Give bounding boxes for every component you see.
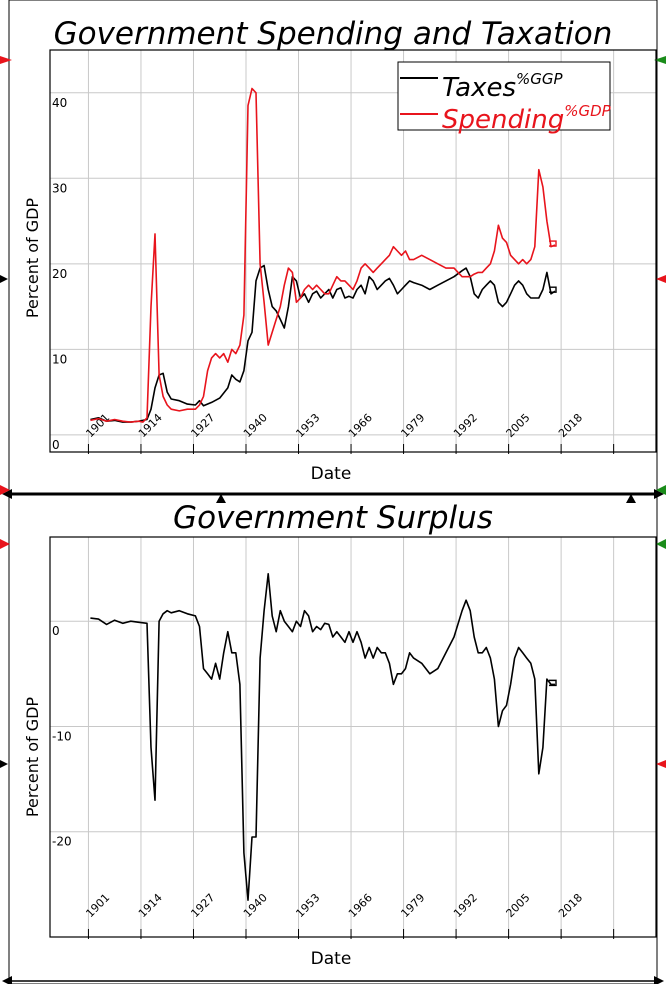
x-tick-label: 1953	[293, 411, 322, 440]
lower-left-black-marker-icon[interactable]	[0, 760, 8, 768]
top-right-green-marker-icon[interactable]	[654, 56, 666, 64]
x-tick-label: 2018	[556, 891, 585, 920]
x-tick-label: 2005	[504, 411, 533, 440]
divider-right-arrow-icon[interactable]	[654, 489, 664, 499]
series-line-surplus	[90, 572, 555, 902]
bottom-panel-frame	[8, 494, 658, 984]
lower-right-green-marker-icon[interactable]	[656, 539, 666, 549]
divider-up-arrow-icon[interactable]	[626, 494, 636, 503]
divider-up-arrow-icon[interactable]	[216, 494, 226, 503]
grid	[50, 537, 656, 937]
x-tick-label: 2018	[556, 411, 585, 440]
series-group	[90, 87, 557, 423]
y-tick-label: 10	[52, 352, 67, 366]
legend-label: Taxes	[442, 73, 516, 103]
x-tick-label: 1979	[398, 411, 427, 440]
y-axis-label: Percent of GDP	[23, 697, 42, 818]
left-black-marker-icon[interactable]	[0, 275, 8, 283]
x-axis-label: Date	[311, 464, 352, 484]
chart-title: Government Spending and Taxation	[54, 16, 613, 52]
y-tick-label: -20	[52, 835, 72, 849]
x-tick-label: 1927	[188, 411, 217, 440]
top-panel-frame	[8, 0, 658, 494]
lower-right-red-marker-icon[interactable]	[656, 760, 666, 768]
x-tick-label: 2005	[504, 891, 533, 920]
x-tick-label: 1966	[346, 411, 375, 440]
x-tick-label: 1914	[136, 891, 165, 920]
y-tick-label: 0	[52, 438, 60, 452]
series-group	[90, 572, 557, 902]
x-tick-label: 1992	[451, 411, 480, 440]
axis-ticks: 1901 1914 1927 1940 1953 1966 1979 1992 2005 2018…	[52, 624, 615, 939]
axis-ticks: 1901 1914 1927 1940 1953 1966 1979 1992 2005 2018…	[52, 96, 615, 454]
right-red-marker-icon[interactable]	[656, 275, 666, 283]
series-end-marker	[549, 240, 557, 247]
y-tick-label: 20	[52, 267, 67, 281]
x-tick-label: 1914	[136, 411, 165, 440]
panel-divider[interactable]	[2, 489, 664, 984]
x-tick-label: 1979	[398, 891, 427, 920]
legend-label: Spending	[442, 105, 564, 135]
x-tick-label: 1992	[451, 891, 480, 920]
series-line-taxes	[90, 264, 556, 423]
x-tick-label: 1901	[83, 891, 112, 920]
legend: Taxes%GGP Spending%GDP	[397, 61, 612, 135]
divider-left-arrow-icon[interactable]	[2, 489, 12, 499]
bottom-right-arrow-icon[interactable]	[654, 976, 664, 984]
legend-superscript: %GGP	[516, 70, 564, 88]
x-axis-label: Date	[311, 949, 352, 969]
legend-item: Taxes%GGP	[442, 70, 564, 103]
resize-markers[interactable]	[0, 56, 666, 768]
mid-right-green-marker-icon[interactable]	[656, 485, 666, 495]
y-tick-label: -10	[52, 729, 72, 743]
x-tick-label: 1901	[83, 411, 112, 440]
y-tick-label: 40	[52, 96, 67, 110]
series-end-marker	[549, 679, 557, 687]
plot-area	[49, 536, 657, 938]
y-axis-label: Percent of GDP	[23, 198, 42, 319]
series-end-marker	[549, 286, 557, 293]
x-tick-label: 1927	[188, 891, 217, 920]
legend-item: Spending%GDP	[442, 102, 612, 135]
lower-left-red-marker-icon[interactable]	[0, 539, 10, 549]
top-left-red-marker-icon[interactable]	[0, 56, 12, 64]
x-tick-label: 1953	[293, 891, 322, 920]
series-line-spending	[90, 87, 556, 423]
x-tick-label: 1966	[346, 891, 375, 920]
bottom-left-arrow-icon[interactable]	[2, 976, 12, 984]
x-tick-label: 1940	[241, 891, 270, 920]
x-tick-label: 1940	[241, 411, 270, 440]
mid-left-red-marker-icon[interactable]	[0, 485, 10, 495]
y-tick-label: 0	[52, 624, 60, 638]
y-tick-label: 30	[52, 181, 67, 195]
chart-title: Government Surplus	[173, 500, 493, 536]
legend-superscript: %GDP	[564, 102, 611, 120]
legend-box	[397, 61, 611, 131]
plot-area	[49, 49, 657, 453]
